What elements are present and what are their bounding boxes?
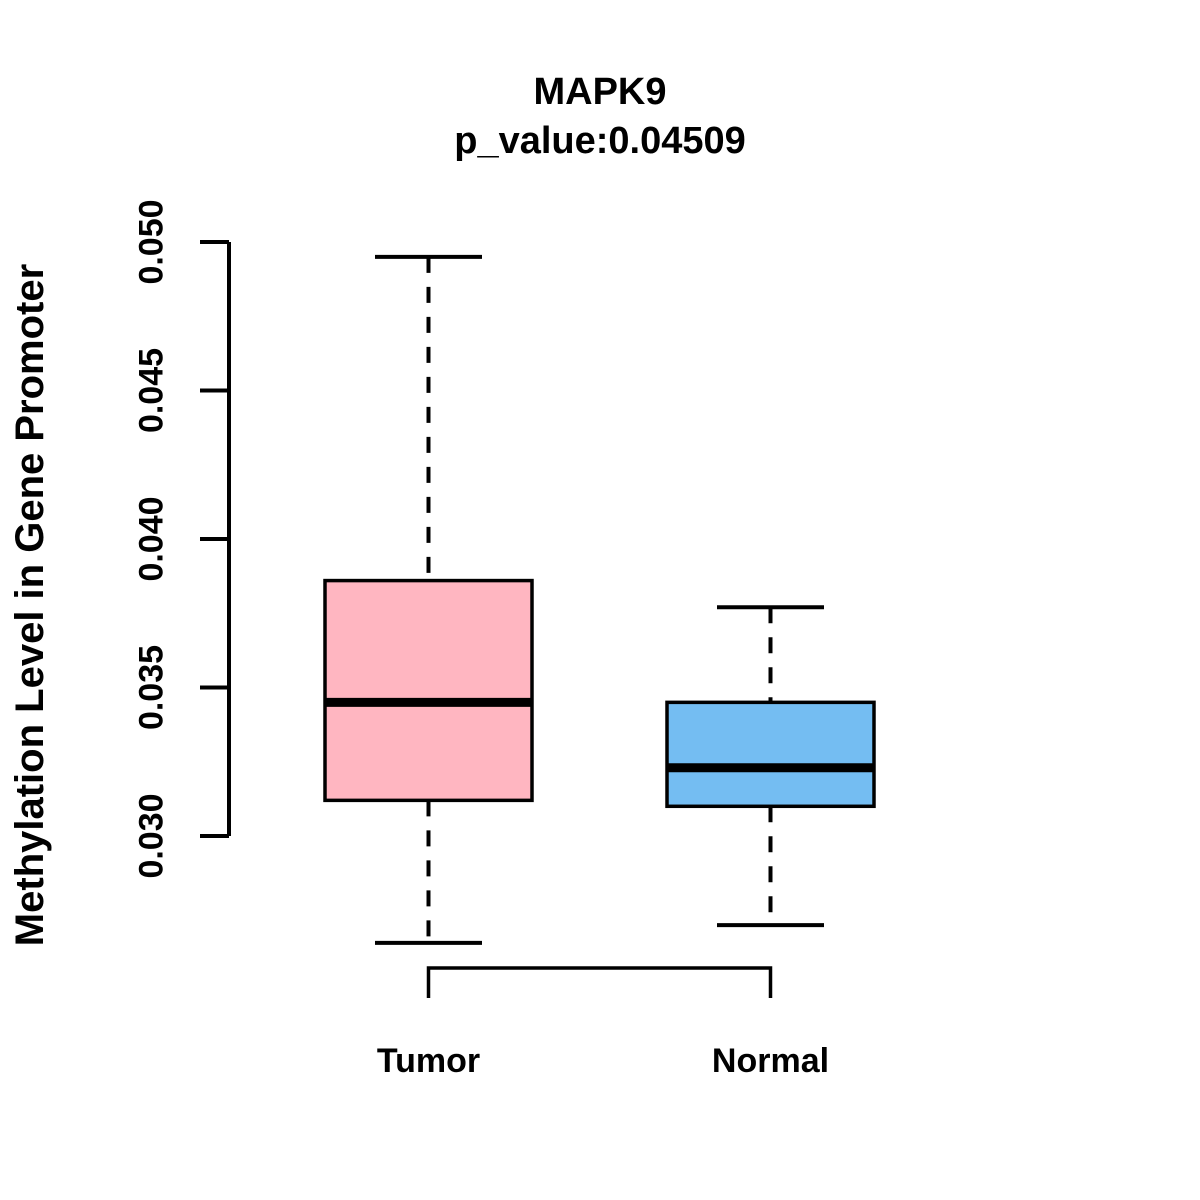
tumor-box <box>323 578 534 803</box>
x-label-tumor: Tumor <box>377 1042 480 1080</box>
y-tick-label: 0.040 <box>132 496 170 581</box>
normal-box <box>665 700 876 809</box>
y-tick-label: 0.050 <box>132 199 170 284</box>
x-label-normal: Normal <box>712 1042 829 1080</box>
y-tick-label: 0.045 <box>132 348 170 433</box>
chart-title: MAPK9 <box>533 71 667 113</box>
chart-subtitle-pvalue: p_value:0.04509 <box>454 120 746 162</box>
y-tick-label: 0.035 <box>132 645 170 730</box>
comparison-bracket <box>426 966 773 998</box>
y-tick-label: 0.030 <box>132 793 170 878</box>
